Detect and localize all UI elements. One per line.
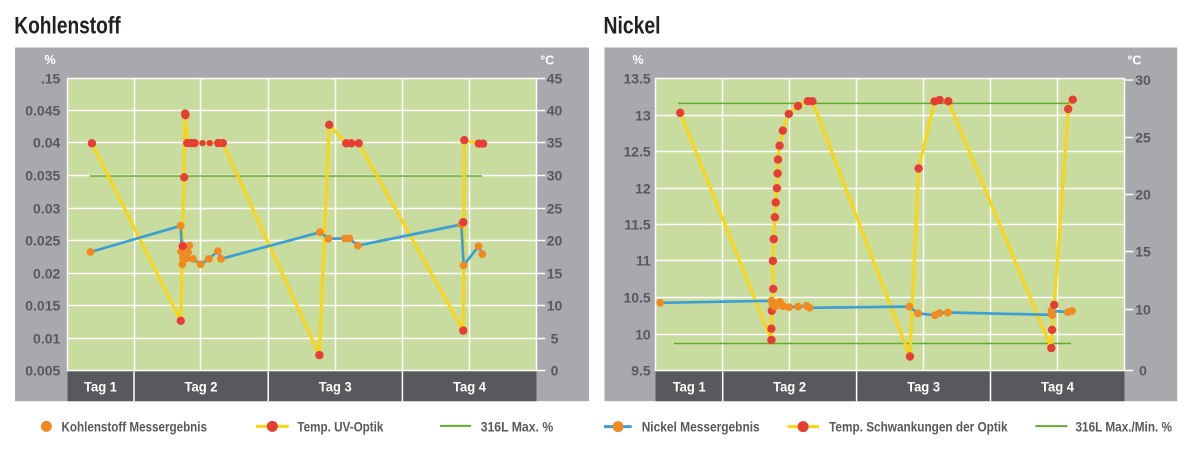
svg-text:Tag 3: Tag 3 xyxy=(319,379,352,395)
svg-text:Tag 4: Tag 4 xyxy=(453,379,486,395)
svg-text:0.035: 0.035 xyxy=(25,168,60,184)
svg-text:316L Max./Min. %: 316L Max./Min. % xyxy=(1076,420,1173,435)
svg-text:45: 45 xyxy=(547,71,563,87)
svg-text:12.5: 12.5 xyxy=(623,144,650,160)
svg-text:%: % xyxy=(44,53,55,67)
svg-text:Nickel: Nickel xyxy=(604,13,661,40)
svg-text:%: % xyxy=(632,53,643,67)
svg-text:Temp. Schwankungen der Optik: Temp. Schwankungen der Optik xyxy=(829,420,1008,435)
svg-text:25: 25 xyxy=(1135,130,1151,146)
svg-text:0: 0 xyxy=(551,363,559,379)
svg-text:11: 11 xyxy=(636,253,651,269)
svg-text:9.5: 9.5 xyxy=(631,363,651,379)
svg-text:40: 40 xyxy=(547,103,563,119)
svg-text:10.5: 10.5 xyxy=(623,290,650,306)
svg-text:5: 5 xyxy=(551,331,559,347)
svg-text:13.5: 13.5 xyxy=(623,71,650,87)
svg-text:Kohlenstoff: Kohlenstoff xyxy=(14,13,121,40)
svg-text:0.04: 0.04 xyxy=(33,135,60,151)
svg-text:20: 20 xyxy=(1135,187,1151,203)
svg-text:316L Max. %: 316L Max. % xyxy=(481,419,554,434)
svg-text:15: 15 xyxy=(547,266,563,282)
svg-text:Tag 2: Tag 2 xyxy=(773,379,806,395)
svg-text:0.015: 0.015 xyxy=(25,298,60,314)
svg-text:Tag 3: Tag 3 xyxy=(907,379,940,395)
svg-text:0.025: 0.025 xyxy=(25,233,60,249)
svg-text:Tag 1: Tag 1 xyxy=(84,379,117,395)
svg-text:0.01: 0.01 xyxy=(33,331,60,347)
svg-text:0.03: 0.03 xyxy=(33,201,60,217)
svg-text:12: 12 xyxy=(635,181,651,197)
svg-text:13: 13 xyxy=(635,108,651,124)
svg-text:10: 10 xyxy=(635,327,651,343)
svg-text:10: 10 xyxy=(1135,302,1151,318)
svg-text:20: 20 xyxy=(547,233,563,249)
svg-text:10: 10 xyxy=(547,298,563,314)
svg-text:25: 25 xyxy=(547,201,563,217)
svg-text:Tag 2: Tag 2 xyxy=(185,379,218,395)
svg-text:30: 30 xyxy=(1135,72,1151,88)
svg-text:0.005: 0.005 xyxy=(25,363,60,379)
svg-text:.15: .15 xyxy=(41,71,61,87)
svg-text:0.02: 0.02 xyxy=(33,266,60,282)
svg-text:11.5: 11.5 xyxy=(624,217,651,233)
svg-text:15: 15 xyxy=(1135,244,1151,260)
svg-text:Temp. UV-Optik: Temp. UV-Optik xyxy=(297,419,383,434)
svg-text:35: 35 xyxy=(547,135,563,151)
svg-text:Kohlenstoff Messergebnis: Kohlenstoff Messergebnis xyxy=(62,419,208,434)
svg-text:°C: °C xyxy=(1127,54,1141,68)
svg-text:0.045: 0.045 xyxy=(25,103,60,119)
svg-text:Tag 4: Tag 4 xyxy=(1041,379,1074,395)
svg-text:°C: °C xyxy=(540,54,554,68)
svg-text:0: 0 xyxy=(1139,363,1147,379)
svg-text:Nickel Messergebnis: Nickel Messergebnis xyxy=(642,420,760,435)
svg-text:30: 30 xyxy=(547,168,563,184)
svg-text:Tag 1: Tag 1 xyxy=(673,379,706,395)
